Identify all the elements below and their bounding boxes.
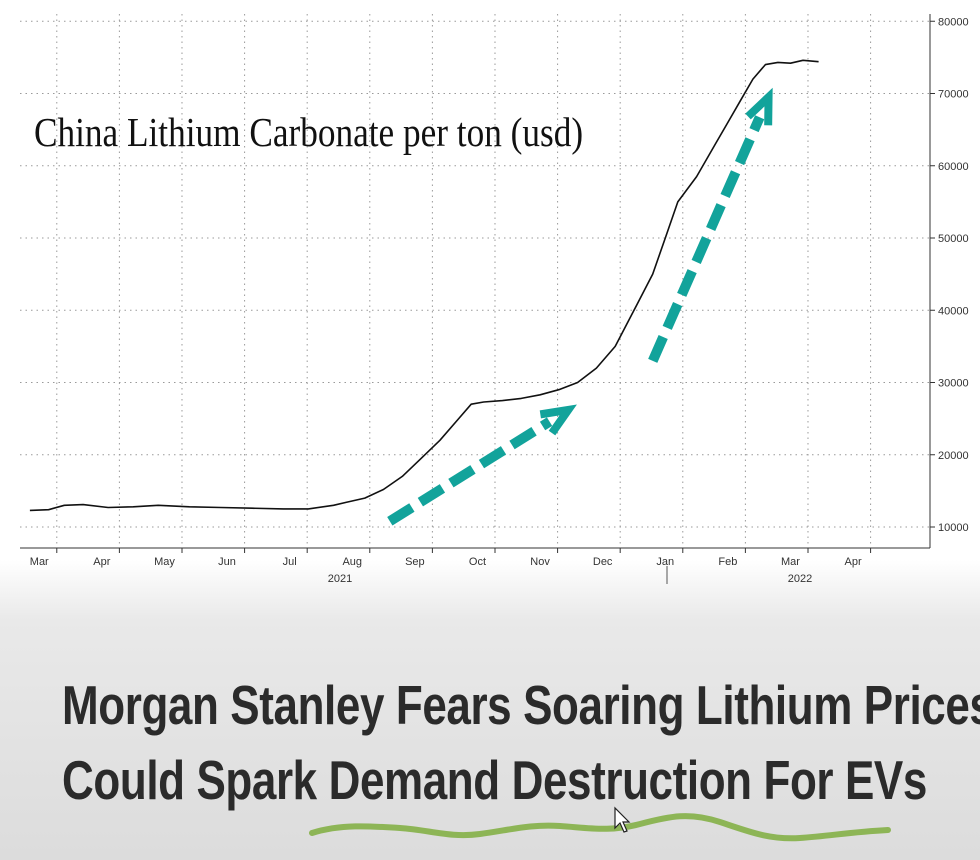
x-tick-label-feb-11: Feb [718,556,737,568]
y-tick-label-10000: 10000 [938,522,969,534]
year-label-2022: 2022 [788,573,812,585]
y-tick-label-50000: 50000 [938,233,969,245]
x-tick-label-aug-5: Aug [342,556,362,568]
trend-arrow-shaft-1 [387,417,553,526]
series-line-0 [29,59,819,512]
x-tick-label-jul-4: Jul [283,556,297,568]
green-underline-scribble [309,806,891,842]
y-tick-labels: 10000 20000 30000 40000 50000 60000 70000 80000 [930,16,969,534]
x-tick-label-mar-0: Mar [30,556,49,568]
x-tick-label-jan-10: Jan [656,556,674,568]
axis-layer [20,14,931,584]
x-tick-label-nov-8: Nov [530,556,550,568]
chart-title: China Lithium Carbonate per ton (usd) [34,111,583,156]
trend-arrow-head-2 [745,87,773,126]
y-tick-label-80000: 80000 [938,16,969,28]
y-tick-label-30000: 30000 [938,378,969,390]
underline-stroke [309,813,891,842]
x-tick-label-jun-3: Jun [218,556,236,568]
y-tick-label-70000: 70000 [938,89,969,101]
series-layer [29,59,819,512]
x-tick-label-apr-1: Apr [93,556,110,568]
y-tick-label-60000: 60000 [938,161,969,173]
x-tick-label-apr-13: Apr [844,556,861,568]
trend-arrow-head-1 [539,404,577,436]
x-tick-labels: Mar Apr May Jun Jul Aug Sep Oct Nov Dec Jan Feb Mar A… [30,548,872,568]
x-tick-label-sep-6: Sep [405,556,425,568]
lithium-price-chart: 10000 20000 30000 40000 50000 60000 70000 80000… [20,14,969,585]
headline-line-1: Morgan Stanley Fears Soaring Lithium Pri… [62,674,980,736]
year-label-2021: 2021 [328,573,352,585]
grid-layer [20,14,930,548]
y-tick-label-40000: 40000 [938,305,969,317]
x-tick-label-mar-12: Mar [781,556,800,568]
arrow-layer [387,87,773,526]
x-tick-label-may-2: May [154,556,175,568]
trend-arrow-shaft-2 [648,115,765,363]
cursor-icon [614,806,631,833]
x-tick-label-dec-9: Dec [593,556,613,568]
y-tick-label-20000: 20000 [938,450,969,462]
x-tick-label-oct-7: Oct [469,556,486,568]
